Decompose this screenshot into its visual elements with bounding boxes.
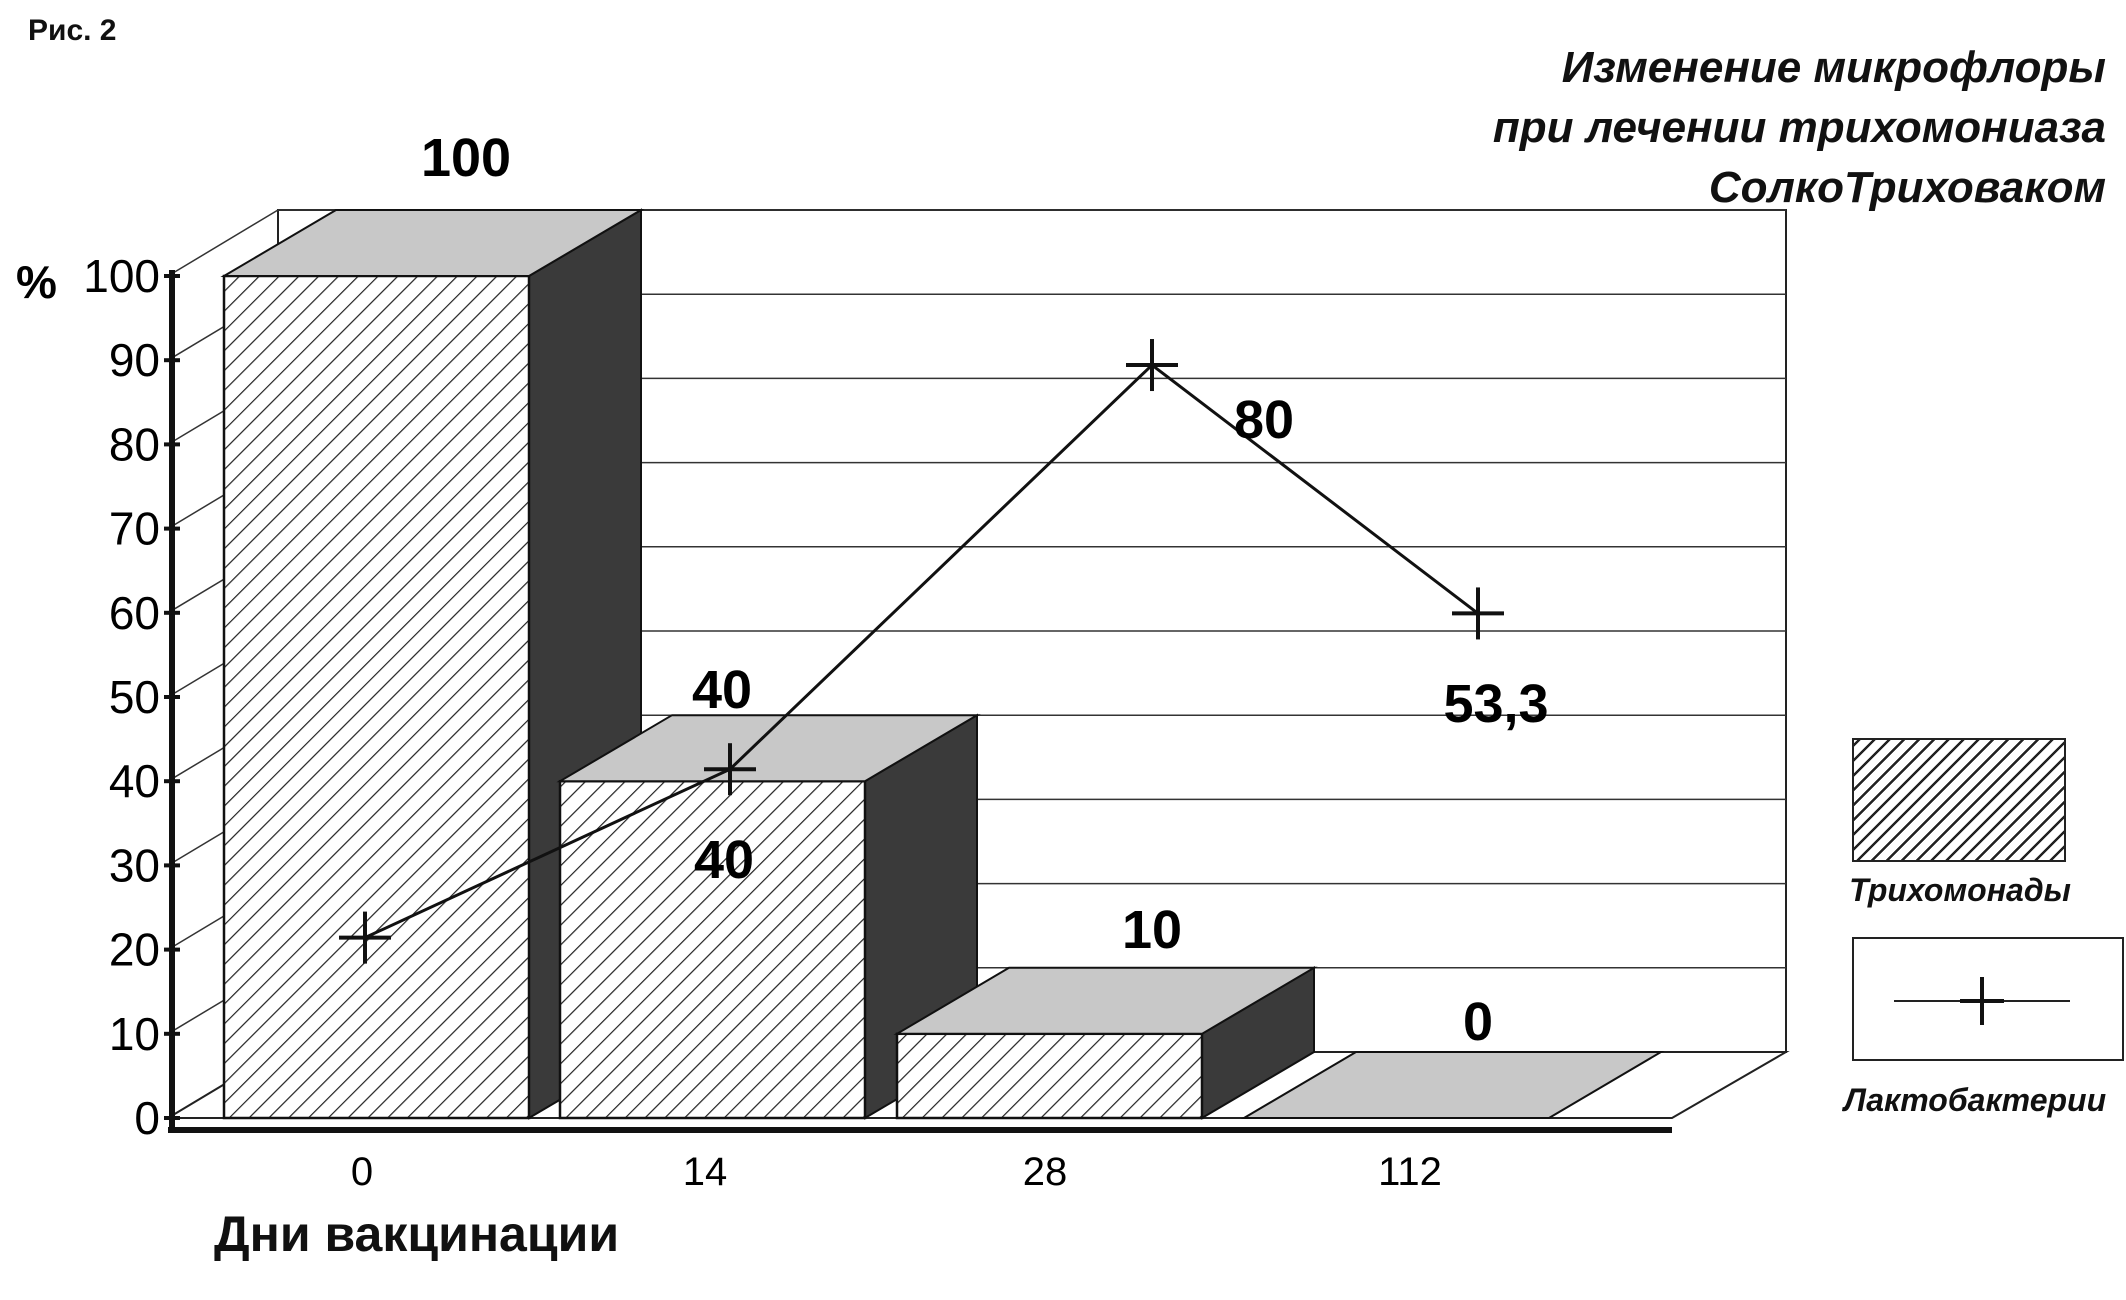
line-point-0	[339, 911, 391, 964]
y-tick-label: 100	[83, 250, 160, 302]
bar-0	[220, 208, 645, 1120]
bar-front	[558, 779, 867, 1120]
bar-value-label: 0	[1463, 992, 1493, 1052]
y-tick-label: 0	[134, 1092, 160, 1144]
bar-value-label: 100	[421, 128, 511, 188]
y-tick-label: 80	[109, 418, 160, 470]
bar-value-label: 10	[1122, 900, 1182, 960]
bar-top	[556, 714, 981, 783]
y-tick-label: 30	[109, 839, 160, 891]
bar-front	[222, 274, 531, 1120]
x-tick-label: 28	[1023, 1150, 1068, 1194]
x-axis: 0 14 28 112	[168, 1127, 1672, 1194]
x-tick-label: 0	[351, 1150, 373, 1194]
line-point-28	[1126, 339, 1178, 392]
bar-series	[220, 208, 1665, 1120]
y-tick-label: 70	[109, 503, 160, 555]
bar-front	[895, 1032, 1204, 1120]
legend-label-line: Лактобактерии	[1843, 1082, 2107, 1118]
y-tick-label: 10	[109, 1008, 160, 1060]
chart-title-line-3: СолкоТриховаком	[1708, 163, 2106, 212]
y-tick-label: 40	[109, 755, 160, 807]
line-path	[364, 363, 1479, 939]
line-point-112	[1452, 587, 1504, 640]
chart-title-line-2: при лечении трихомониаза	[1492, 103, 2106, 152]
bar-28	[893, 966, 1318, 1120]
legend-line-icon	[1894, 977, 2070, 1025]
y-tick-label: 60	[109, 587, 160, 639]
line-value-label: 80	[1234, 390, 1294, 450]
x-axis-title: Дни вакцинации	[214, 1206, 620, 1262]
chart-title: Изменение микрофлоры при лечении трихомо…	[1206, 38, 2106, 218]
bar-top	[220, 209, 645, 277]
y-tick-label: 50	[109, 671, 160, 723]
line-value-label: 40	[694, 830, 754, 890]
y-axis-label: %	[16, 256, 57, 308]
bar-value-label: 40	[692, 660, 752, 720]
chart-title-line-1: Изменение микрофлоры	[1561, 43, 2106, 92]
y-tick-label: 20	[109, 924, 160, 976]
gridline-diagonal	[167, 209, 279, 277]
legend-label-bars: Трихомонады	[1849, 872, 2071, 908]
bar-112	[1240, 1051, 1665, 1119]
line-value-label: 53,3	[1443, 674, 1548, 734]
x-tick-label: 112	[1378, 1150, 1442, 1194]
line-point-14	[704, 743, 756, 796]
figure-label: Рис. 2	[28, 14, 117, 47]
legend-swatch-bars	[1852, 738, 2066, 862]
line-series	[339, 339, 1504, 964]
x-tick-label: 14	[683, 1150, 728, 1194]
bar-top	[1240, 1051, 1665, 1119]
y-tick-label: 90	[109, 334, 160, 386]
legend-swatch-line	[1852, 937, 2124, 1061]
y-axis: 0 10 20 30 40 50 60 70 80 90 100%	[16, 250, 180, 1144]
bar-top	[893, 966, 1318, 1035]
